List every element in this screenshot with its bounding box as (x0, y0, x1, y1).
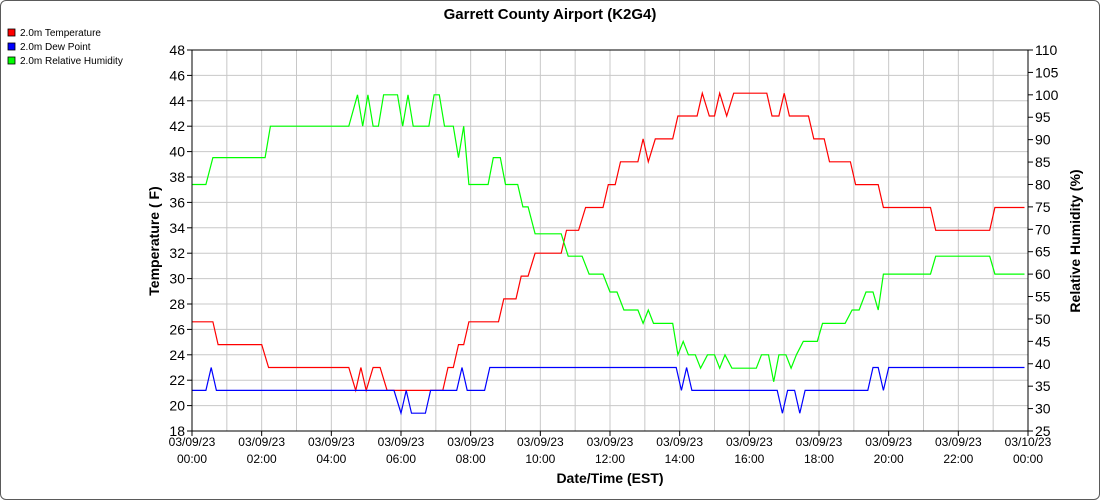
y-left-tick-label: 36 (169, 194, 185, 210)
y-right-tick-label: 30 (1035, 401, 1051, 417)
y-left-tick-label: 42 (169, 118, 185, 134)
y-left-tick-label: 20 (169, 398, 185, 414)
x-tick-date-label: 03/09/23 (796, 435, 843, 449)
y-right-tick-label: 55 (1035, 289, 1051, 305)
y-left-tick-label: 40 (169, 144, 185, 160)
y-right-tick-label: 80 (1035, 176, 1051, 192)
x-tick-time-label: 14:00 (665, 452, 695, 466)
x-tick-time-label: 04:00 (316, 452, 346, 466)
y-left-tick-label: 48 (169, 42, 185, 58)
x-tick-date-label: 03/09/23 (238, 435, 285, 449)
y-left-tick-label: 22 (169, 372, 185, 388)
y-axis-right-title: Relative Humidity (%) (1067, 169, 1083, 312)
chart-title: Garrett County Airport (K2G4) (444, 6, 657, 23)
y-right-tick-label: 70 (1035, 221, 1051, 237)
y-right-tick-label: 105 (1035, 64, 1059, 80)
x-tick-time-label: 02:00 (247, 452, 277, 466)
x-tick-time-label: 08:00 (456, 452, 486, 466)
y-axis-right: 25 30 35 40 45 50 55 60 65 70 75 80 85 90 95 100 105 110 (1028, 42, 1059, 439)
legend-swatch (7, 56, 16, 65)
legend-swatch (7, 28, 16, 37)
series-line-2-0m-temperature (192, 90, 1025, 393)
x-tick-date-label: 03/09/23 (587, 435, 634, 449)
y-left-tick-label: 34 (169, 220, 185, 236)
y-axis-left: 18 20 22 24 26 28 30 32 34 36 38 40 42 44 46 48 (169, 42, 192, 439)
legend-label: 2.0m Temperature (20, 28, 101, 39)
y-axis-left-title: Temperature ( F) (146, 186, 162, 295)
legend: 2.0m Temperature 2.0m Dew Point 2.0m Relat… (7, 28, 123, 67)
y-right-tick-label: 90 (1035, 132, 1051, 148)
y-left-tick-label: 26 (169, 321, 185, 337)
y-left-tick-label: 32 (169, 245, 185, 261)
y-left-tick-label: 18 (169, 423, 185, 439)
x-tick-date-label: 03/09/23 (517, 435, 564, 449)
x-tick-date-label: 03/09/23 (308, 435, 355, 449)
x-tick-time-label: 20:00 (874, 452, 904, 466)
x-tick-time-label: 06:00 (386, 452, 416, 466)
legend-label: 2.0m Relative Humidity (20, 56, 123, 67)
x-tick-time-label: 10:00 (525, 452, 555, 466)
y-left-tick-label: 38 (169, 169, 185, 185)
y-right-tick-label: 110 (1035, 42, 1058, 58)
y-right-tick-label: 65 (1035, 244, 1051, 260)
y-right-tick-label: 50 (1035, 311, 1051, 327)
x-axis: 03/09/23 00:00 03/09/23 02:00 03/09/23 04:00 0… (169, 431, 1052, 466)
y-right-tick-label: 25 (1035, 423, 1051, 439)
x-tick-date-label: 03/09/23 (656, 435, 703, 449)
x-axis-title: Date/Time (EST) (556, 470, 663, 486)
y-right-tick-label: 95 (1035, 109, 1051, 125)
y-right-tick-label: 100 (1035, 87, 1059, 103)
legend-label: 2.0m Dew Point (20, 42, 91, 53)
x-tick-date-label: 03/09/23 (447, 435, 494, 449)
x-tick-time-label: 00:00 (177, 452, 207, 466)
x-tick-time-label: 16:00 (734, 452, 764, 466)
series-line-2-0m-relative-humidity (192, 94, 1025, 382)
y-left-tick-label: 44 (169, 93, 185, 109)
x-tick-date-label: 03/10/23 (1005, 435, 1052, 449)
x-tick-time-label: 00:00 (1013, 452, 1043, 466)
x-tick-date-label: 03/09/23 (726, 435, 773, 449)
legend-swatch (7, 42, 16, 51)
x-tick-time-label: 18:00 (804, 452, 834, 466)
x-tick-time-label: 22:00 (943, 452, 973, 466)
series-lines (192, 90, 1025, 416)
y-right-tick-label: 85 (1035, 154, 1051, 170)
series-line-2-0m-dew-point (192, 366, 1025, 416)
x-tick-time-label: 12:00 (595, 452, 625, 466)
y-left-tick-label: 28 (169, 296, 185, 312)
y-right-tick-label: 35 (1035, 378, 1051, 394)
y-left-tick-label: 46 (169, 67, 185, 83)
y-right-tick-label: 40 (1035, 356, 1051, 372)
y-left-tick-label: 24 (169, 347, 185, 363)
y-right-tick-label: 45 (1035, 333, 1051, 349)
x-tick-date-label: 03/09/23 (935, 435, 982, 449)
x-tick-date-label: 03/09/23 (169, 435, 216, 449)
x-tick-date-label: 03/09/23 (865, 435, 912, 449)
y-right-tick-label: 60 (1035, 266, 1051, 282)
grid-lines (191, 49, 1029, 432)
x-tick-date-label: 03/09/23 (378, 435, 425, 449)
y-left-tick-label: 30 (169, 271, 185, 287)
y-right-tick-label: 75 (1035, 199, 1051, 215)
